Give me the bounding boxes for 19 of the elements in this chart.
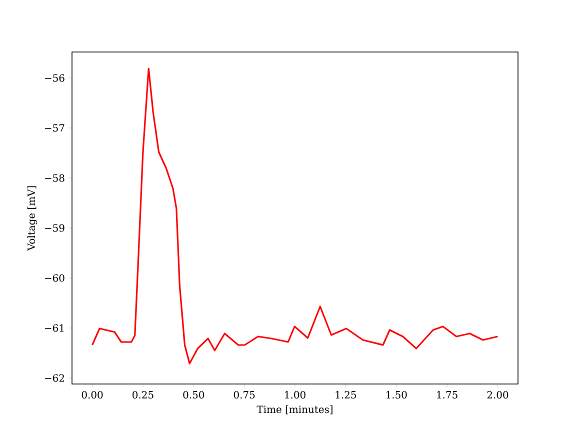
x-tick-label: 2.00	[487, 391, 508, 399]
x-tick-label: 0.25	[132, 391, 154, 399]
y-tick-label: −58	[45, 174, 64, 182]
y-tick-label: −56	[45, 74, 64, 82]
x-tick-label: 0.75	[234, 391, 255, 399]
x-tick-label: 0.50	[183, 391, 204, 399]
x-tick-label: 1.25	[336, 391, 356, 399]
y-tick-label: −57	[45, 124, 64, 132]
x-tick-label: 1.00	[285, 391, 306, 399]
x-tick-label: 1.50	[386, 391, 407, 399]
x-tick-label: 1.75	[437, 391, 458, 399]
y-tick-label: −59	[45, 224, 64, 232]
line-series	[91, 68, 499, 364]
y-tick-label: −61	[45, 324, 64, 332]
x-axis-title: Time [minutes]	[256, 405, 332, 414]
y-tick-label: −62	[45, 374, 64, 382]
y-tick-label: −60	[45, 274, 64, 282]
x-tick-label: 0.00	[82, 391, 103, 399]
y-axis-title: Voltage [mV]	[27, 186, 38, 251]
